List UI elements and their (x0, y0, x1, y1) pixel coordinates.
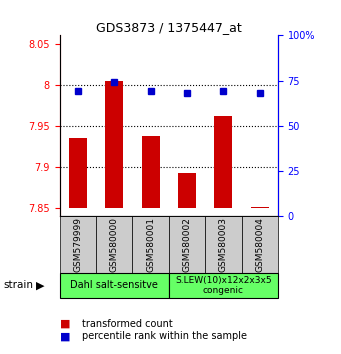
Text: ■: ■ (60, 331, 70, 341)
Text: ■: ■ (60, 319, 70, 329)
Text: GSM580002: GSM580002 (182, 217, 192, 272)
Text: Dahl salt-sensitve: Dahl salt-sensitve (70, 280, 158, 290)
Bar (60, 273, 169, 298)
Text: GSM580001: GSM580001 (146, 217, 155, 272)
Bar (251, 207, 269, 208)
Text: ▶: ▶ (36, 280, 44, 290)
Text: GSM579999: GSM579999 (73, 217, 83, 272)
Text: strain: strain (3, 280, 33, 290)
Bar (169, 216, 205, 273)
Text: transformed count: transformed count (82, 319, 173, 329)
Text: GSM580004: GSM580004 (255, 217, 264, 272)
Bar (178, 173, 196, 208)
Text: S.LEW(10)x12x2x3x5
congenic: S.LEW(10)x12x2x3x5 congenic (175, 276, 272, 295)
Text: GSM580003: GSM580003 (219, 217, 228, 272)
Bar (205, 216, 241, 273)
Bar (132, 216, 169, 273)
Bar (214, 116, 233, 208)
Title: GDS3873 / 1375447_at: GDS3873 / 1375447_at (96, 21, 242, 34)
Bar (105, 80, 123, 208)
Bar (60, 216, 96, 273)
Bar (69, 138, 87, 208)
Bar (241, 216, 278, 273)
Text: percentile rank within the sample: percentile rank within the sample (82, 331, 247, 341)
Bar (169, 273, 278, 298)
Text: GSM580000: GSM580000 (110, 217, 119, 272)
Bar (96, 216, 132, 273)
Bar (142, 136, 160, 208)
